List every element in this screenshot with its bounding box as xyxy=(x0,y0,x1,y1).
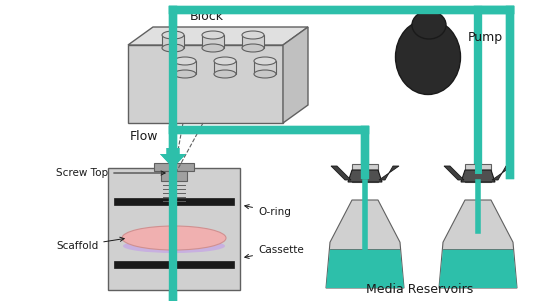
Bar xyxy=(108,168,240,290)
Ellipse shape xyxy=(254,70,276,78)
Text: Pump: Pump xyxy=(468,32,503,45)
Bar xyxy=(154,163,194,171)
Bar xyxy=(174,61,196,74)
Text: Block: Block xyxy=(190,10,224,23)
Polygon shape xyxy=(439,200,517,288)
Polygon shape xyxy=(348,170,382,182)
Ellipse shape xyxy=(174,57,196,65)
Polygon shape xyxy=(326,249,404,288)
Bar xyxy=(128,45,283,123)
Ellipse shape xyxy=(162,31,184,39)
Bar xyxy=(161,171,187,181)
Ellipse shape xyxy=(395,20,460,95)
Bar xyxy=(114,198,234,205)
Text: Media Reservoirs: Media Reservoirs xyxy=(366,283,474,296)
Text: Flow: Flow xyxy=(129,131,158,144)
Ellipse shape xyxy=(122,226,226,250)
Ellipse shape xyxy=(242,31,264,39)
Ellipse shape xyxy=(202,31,224,39)
Ellipse shape xyxy=(242,44,264,52)
Ellipse shape xyxy=(254,57,276,65)
Polygon shape xyxy=(283,27,308,123)
Ellipse shape xyxy=(202,44,224,52)
Text: Cassette: Cassette xyxy=(245,245,304,259)
Polygon shape xyxy=(461,170,495,182)
Ellipse shape xyxy=(412,11,446,39)
Bar xyxy=(214,61,236,74)
Bar xyxy=(352,164,378,182)
FancyArrow shape xyxy=(160,148,186,168)
Polygon shape xyxy=(128,27,308,45)
Text: O-ring: O-ring xyxy=(245,205,291,217)
Polygon shape xyxy=(492,166,512,180)
Bar xyxy=(162,35,184,48)
Bar xyxy=(114,261,234,268)
Bar xyxy=(254,61,276,74)
Polygon shape xyxy=(444,166,464,180)
Ellipse shape xyxy=(123,239,225,253)
FancyArrow shape xyxy=(160,148,186,168)
Ellipse shape xyxy=(214,70,236,78)
Bar xyxy=(242,35,264,48)
Polygon shape xyxy=(379,166,399,180)
Polygon shape xyxy=(439,249,517,288)
Bar xyxy=(202,35,224,48)
Bar xyxy=(465,164,491,182)
Ellipse shape xyxy=(162,44,184,52)
Polygon shape xyxy=(326,200,404,288)
Text: Scaffold: Scaffold xyxy=(56,237,124,251)
Ellipse shape xyxy=(174,70,196,78)
Text: Screw Top: Screw Top xyxy=(56,168,165,178)
Ellipse shape xyxy=(214,57,236,65)
Polygon shape xyxy=(331,166,351,180)
